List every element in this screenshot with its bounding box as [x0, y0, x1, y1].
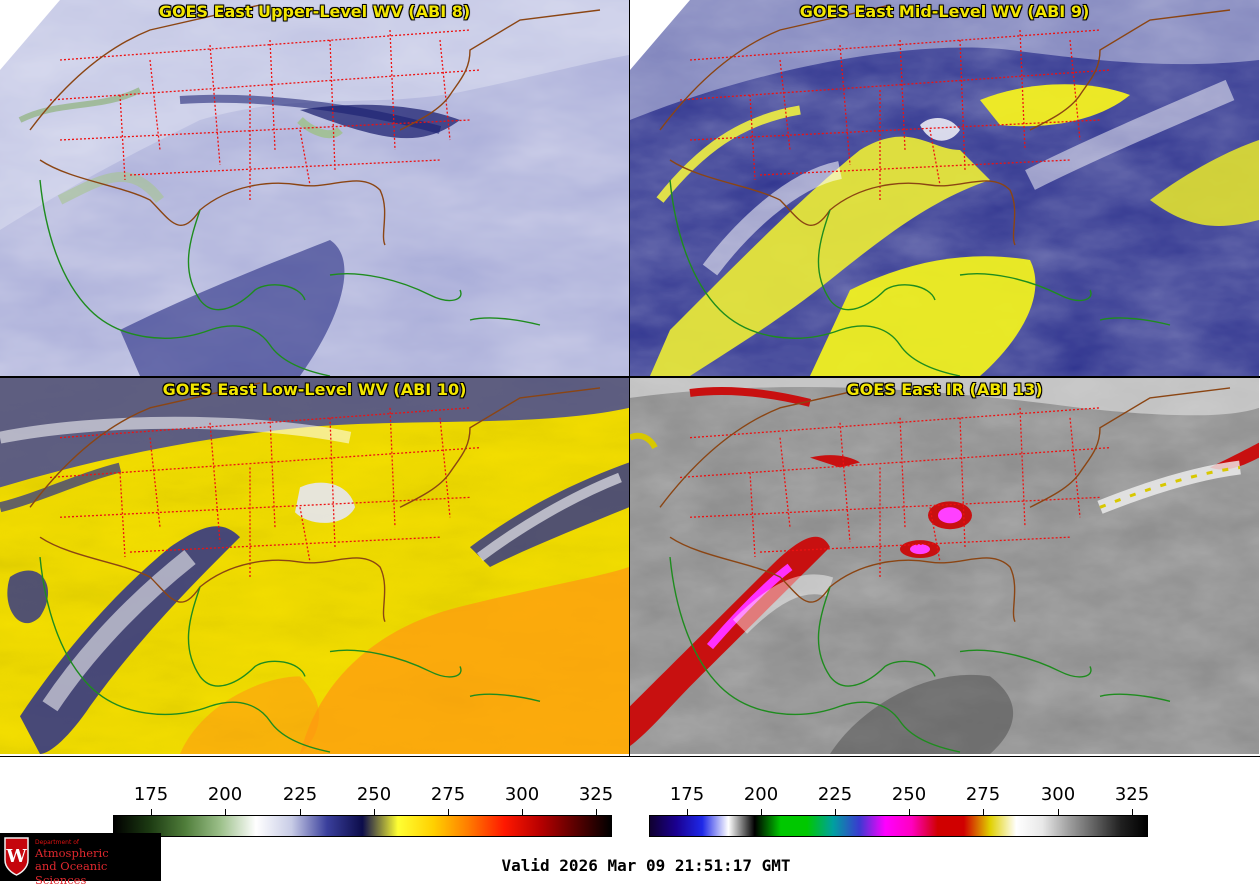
wv-tick-label: 225 — [282, 784, 318, 805]
valid-time-label: Valid 2026 Mar 09 21:51:17 GMT — [501, 856, 791, 875]
wv-tick-label: 300 — [504, 784, 540, 805]
panel-upper-level-wv: GOES East Upper-Level WV (ABI 8) — [0, 0, 629, 376]
ir-tick-mark — [761, 809, 762, 815]
panel-divider-vertical — [629, 0, 630, 757]
wv-tick-mark — [596, 809, 597, 815]
wv-tick-mark — [151, 809, 152, 815]
ir-tick-label: 250 — [891, 784, 927, 805]
ir-tick-mark — [1058, 809, 1059, 815]
wv-tick-label: 250 — [356, 784, 392, 805]
panel-title-low: GOES East Low-Level WV (ABI 10) — [162, 380, 467, 399]
panel-divider-horizontal — [0, 376, 1260, 378]
mid-level-wv-image — [630, 0, 1259, 376]
ir-tick-mark — [1132, 809, 1133, 815]
panel-mid-level-wv: GOES East Mid-Level WV (ABI 9) — [630, 0, 1259, 376]
ir-tick-mark — [687, 809, 688, 815]
crest-letter: W — [5, 846, 27, 867]
logo-line-1: Atmospheric — [35, 846, 109, 860]
aos-logo: W Department of Atmospheric and Oceanic … — [0, 833, 161, 887]
ir-tick-label: 325 — [1114, 784, 1150, 805]
ir-image — [630, 378, 1259, 754]
ir-tick-label: 275 — [965, 784, 1001, 805]
ir-tick-mark — [835, 809, 836, 815]
panel-low-level-wv: GOES East Low-Level WV (ABI 10) — [0, 378, 629, 754]
ir-colorbar — [649, 815, 1148, 837]
wv-tick-label: 325 — [578, 784, 614, 805]
wv-tick-mark — [225, 809, 226, 815]
panel-title-mid: GOES East Mid-Level WV (ABI 9) — [799, 2, 1090, 21]
wv-tick-mark — [522, 809, 523, 815]
ir-tick-mark — [983, 809, 984, 815]
upper-level-wv-image — [0, 0, 629, 376]
wv-tick-mark — [300, 809, 301, 815]
ir-tick-label: 175 — [669, 784, 705, 805]
uw-crest-icon: W — [4, 837, 29, 876]
wv-tick-label: 200 — [207, 784, 243, 805]
wv-colorbar — [113, 815, 612, 837]
panel-title-ir: GOES East IR (ABI 13) — [846, 380, 1043, 399]
wv-tick-label: 175 — [133, 784, 169, 805]
ir-tick-label: 300 — [1040, 784, 1076, 805]
logo-dept-line: Department of — [35, 839, 79, 846]
ir-tick-label: 225 — [817, 784, 853, 805]
wv-tick-mark — [374, 809, 375, 815]
wv-tick-label: 275 — [430, 784, 466, 805]
panel-bottom-border — [0, 756, 1260, 757]
low-level-wv-image — [0, 378, 629, 754]
panel-ir: GOES East IR (ABI 13) — [630, 378, 1259, 754]
wv-tick-mark — [448, 809, 449, 815]
panel-title-upper: GOES East Upper-Level WV (ABI 8) — [158, 2, 471, 21]
ir-tick-label: 200 — [743, 784, 779, 805]
ir-tick-mark — [909, 809, 910, 815]
